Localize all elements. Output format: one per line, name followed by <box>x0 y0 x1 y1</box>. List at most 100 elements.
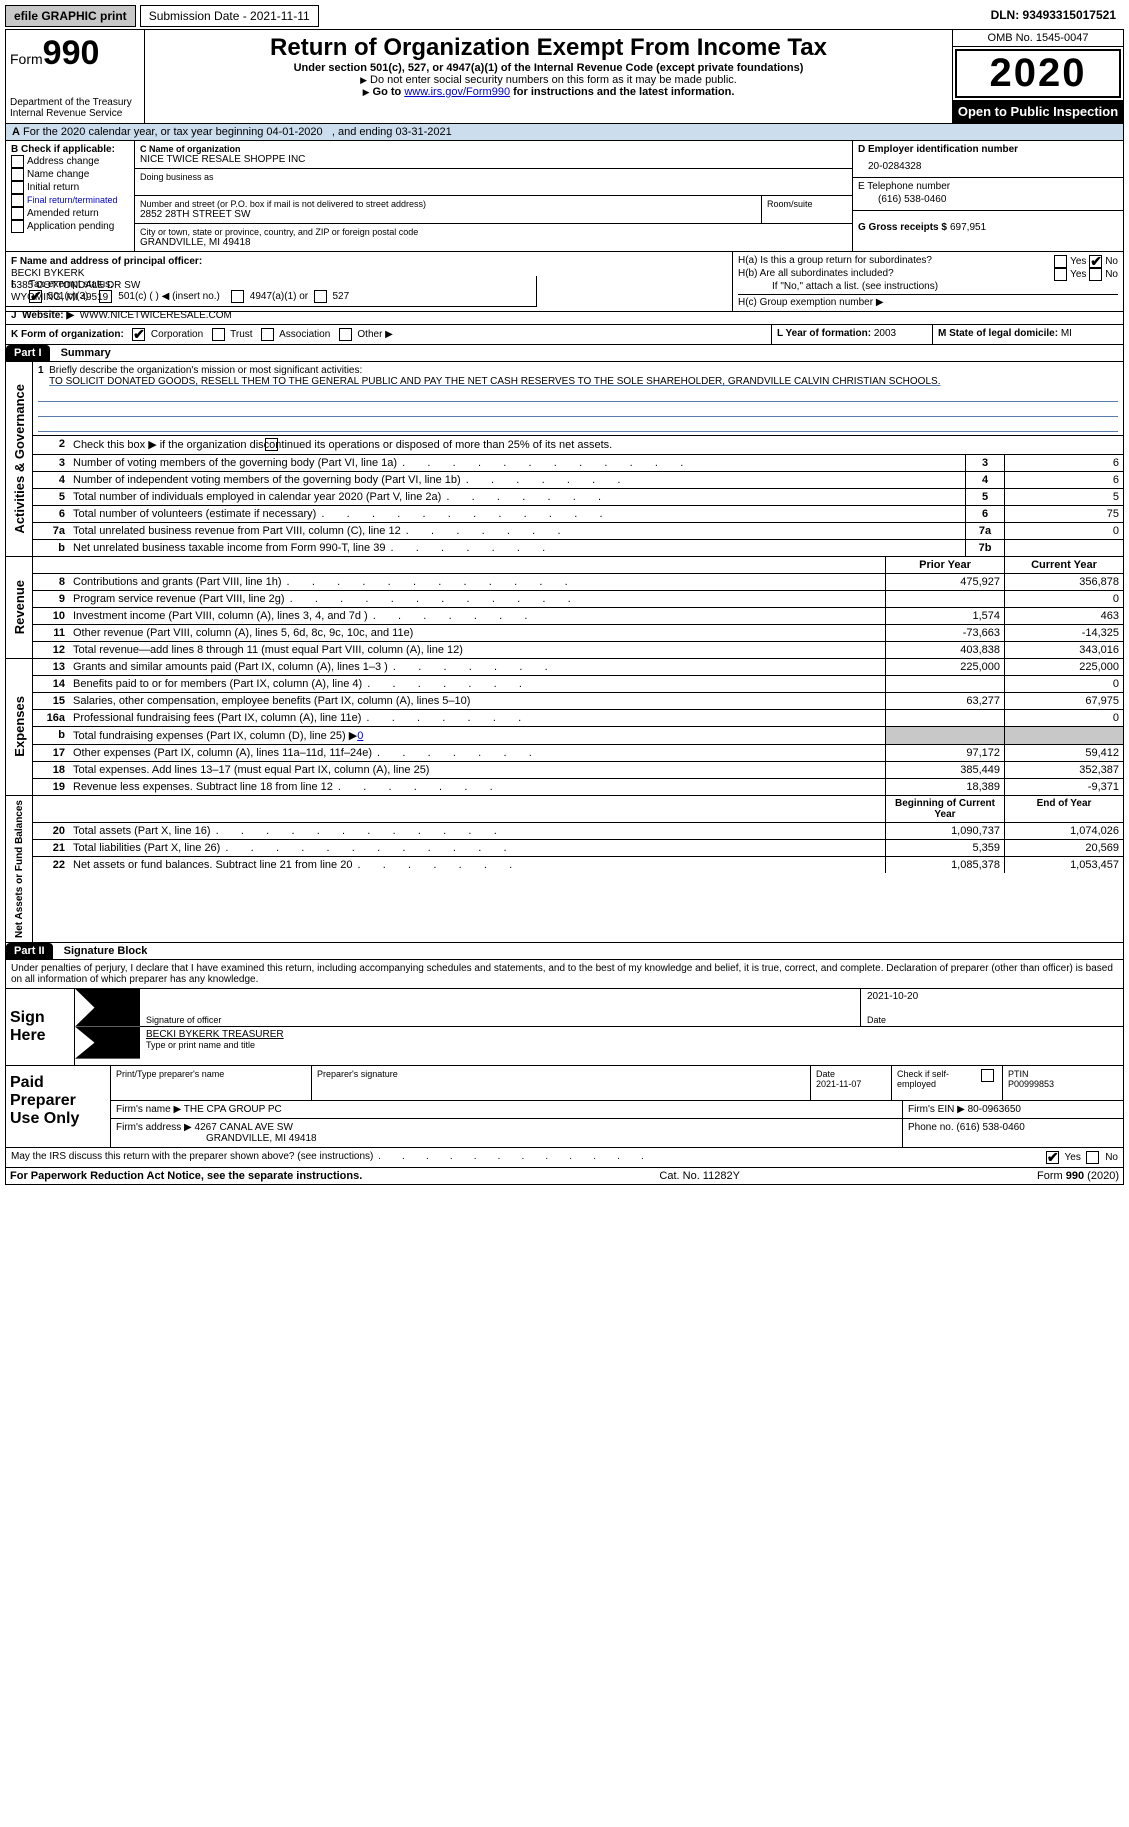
l1-label: Briefly describe the organization's miss… <box>49 365 362 376</box>
part2-header: Part II Signature Block <box>6 942 1123 960</box>
hb-yes[interactable] <box>1054 268 1067 281</box>
sign-here-label: Sign Here <box>6 989 75 1065</box>
val-7b <box>1005 539 1124 556</box>
revenue-block: Revenue Prior YearCurrent Year 8Contribu… <box>6 556 1123 658</box>
form990-link[interactable]: www.irs.gov/Form990 <box>404 86 510 98</box>
expenses-table: 13Grants and similar amounts paid (Part … <box>33 659 1123 795</box>
street-label: Number and street (or P.O. box if mail i… <box>140 199 756 209</box>
ha-label: H(a) Is this a group return for subordin… <box>738 255 1054 268</box>
check-address[interactable] <box>11 155 24 168</box>
check-self-employed[interactable] <box>981 1069 994 1082</box>
state-domicile: MI <box>1061 328 1072 339</box>
check-amended[interactable] <box>11 207 24 220</box>
check-final[interactable] <box>11 194 24 207</box>
box-g-label: G Gross receipts $ <box>858 222 947 233</box>
hb-no[interactable] <box>1089 268 1102 281</box>
city: GRANDVILLE, MI 49418 <box>140 237 847 248</box>
exp-13c: 225,000 <box>1005 659 1124 676</box>
check-assoc[interactable] <box>261 328 274 341</box>
net-20e: 1,074,026 <box>1005 822 1124 839</box>
check-corp[interactable] <box>132 328 145 341</box>
form-container: Form990 Department of the Treasury Inter… <box>5 29 1124 1185</box>
rev-10p: 1,574 <box>886 607 1005 624</box>
tax-exempt-row: I Tax-exempt status: 501(c)(3) 501(c) ( … <box>6 276 537 307</box>
date-label: Date <box>867 1015 886 1025</box>
net-21e: 20,569 <box>1005 839 1124 856</box>
vlabel-netassets: Net Assets or Fund Balances <box>12 796 27 942</box>
topbar: efile GRAPHIC print Submission Date - 20… <box>5 5 1124 27</box>
rev-12c: 343,016 <box>1005 641 1124 658</box>
ptin: P00999853 <box>1008 1079 1054 1089</box>
rev-9c: 0 <box>1005 590 1124 607</box>
sig-officer-label: Signature of officer <box>146 1015 221 1025</box>
exp-14p <box>886 675 1005 692</box>
ein: 20-0284328 <box>858 155 1118 174</box>
firm-name: THE CPA GROUP PC <box>184 1104 282 1115</box>
check-501c3[interactable] <box>29 290 42 303</box>
exp-18c: 352,387 <box>1005 761 1124 778</box>
efile-print-button[interactable]: efile GRAPHIC print <box>5 5 136 27</box>
prep-sig-label: Preparer's signature <box>312 1066 811 1100</box>
sign-here-block: Sign Here Signature of officer 2021-10-2… <box>6 989 1123 1066</box>
check-discontinued[interactable] <box>265 438 278 451</box>
governance-table: 2Check this box ▶ if the organization di… <box>33 435 1123 556</box>
gross-receipts: 697,951 <box>950 222 986 233</box>
vlabel-expenses: Expenses <box>10 692 29 761</box>
check-527[interactable] <box>314 290 327 303</box>
check-501c[interactable] <box>99 290 112 303</box>
subtitle-1: Under section 501(c), 527, or 4947(a)(1)… <box>151 62 946 74</box>
rev-12p: 403,838 <box>886 641 1005 658</box>
sig-arrow-icon-2 <box>75 1027 140 1059</box>
form-title: Return of Organization Exempt From Incom… <box>151 34 946 62</box>
exp-17c: 59,412 <box>1005 744 1124 761</box>
rev-8p: 475,927 <box>886 573 1005 590</box>
check-4947[interactable] <box>231 290 244 303</box>
part1-body: Activities & Governance 1 Briefly descri… <box>6 362 1123 556</box>
website-url: WWW.NICETWICERESALE.COM <box>80 310 232 321</box>
discuss-yes[interactable] <box>1046 1151 1059 1164</box>
room-label: Room/suite <box>767 199 847 209</box>
check-trust[interactable] <box>212 328 225 341</box>
net-20b: 1,090,737 <box>886 822 1005 839</box>
form-number: Form990 <box>10 34 140 73</box>
box-f-label: F Name and address of principal officer: <box>11 256 202 267</box>
check-application[interactable] <box>11 220 24 233</box>
discuss-no[interactable] <box>1086 1151 1099 1164</box>
subtitle-2: Do not enter social security numbers on … <box>151 74 946 86</box>
exp-19c: -9,371 <box>1005 778 1124 795</box>
exp-16ac: 0 <box>1005 709 1124 726</box>
check-name[interactable] <box>11 168 24 181</box>
entity-info-block: B Check if applicable: Address change Na… <box>6 141 1123 252</box>
val-3: 6 <box>1005 454 1124 471</box>
dba-label: Doing business as <box>140 172 847 182</box>
box-c-label: C Name of organization <box>140 144 847 154</box>
city-label: City or town, state or province, country… <box>140 227 847 237</box>
firm-phone: (616) 538-0460 <box>956 1122 1024 1133</box>
rev-8c: 356,878 <box>1005 573 1124 590</box>
sig-date: 2021-10-20 <box>867 991 1117 1002</box>
phone: (616) 538-0460 <box>858 192 1118 207</box>
firm-addr2: GRANDVILLE, MI 49418 <box>116 1133 317 1144</box>
hb-note: If "No," attach a list. (see instruction… <box>738 281 1118 292</box>
org-form-row: K Form of organization: Corporation Trus… <box>6 325 1123 345</box>
exp-18p: 385,449 <box>886 761 1005 778</box>
rev-11p: -73,663 <box>886 624 1005 641</box>
check-initial[interactable] <box>11 181 24 194</box>
ha-no[interactable] <box>1089 255 1102 268</box>
revenue-table: Prior YearCurrent Year 8Contributions an… <box>33 557 1123 658</box>
officer-name: BECKI BYKERK <box>11 268 84 279</box>
fundraising-link[interactable]: 0 <box>357 730 363 742</box>
check-other[interactable] <box>339 328 352 341</box>
sig-arrow-icon <box>75 989 140 1027</box>
discuss-row: May the IRS discuss this return with the… <box>6 1148 1123 1168</box>
exp-14c: 0 <box>1005 675 1124 692</box>
ha-yes[interactable] <box>1054 255 1067 268</box>
netassets-table: Beginning of Current YearEnd of Year 20T… <box>33 796 1123 873</box>
officer-name-title: BECKI BYKERK TREASURER <box>146 1029 1117 1040</box>
paid-preparer-block: Paid Preparer Use Only Print/Type prepar… <box>6 1066 1123 1148</box>
firm-ein: 80-0963650 <box>968 1104 1021 1115</box>
perjury-declaration: Under penalties of perjury, I declare th… <box>6 960 1123 989</box>
submission-date-field: Submission Date - 2021-11-11 <box>140 5 319 27</box>
prep-date: 2021-11-07 <box>816 1079 861 1089</box>
dept-label: Department of the Treasury <box>10 97 140 108</box>
